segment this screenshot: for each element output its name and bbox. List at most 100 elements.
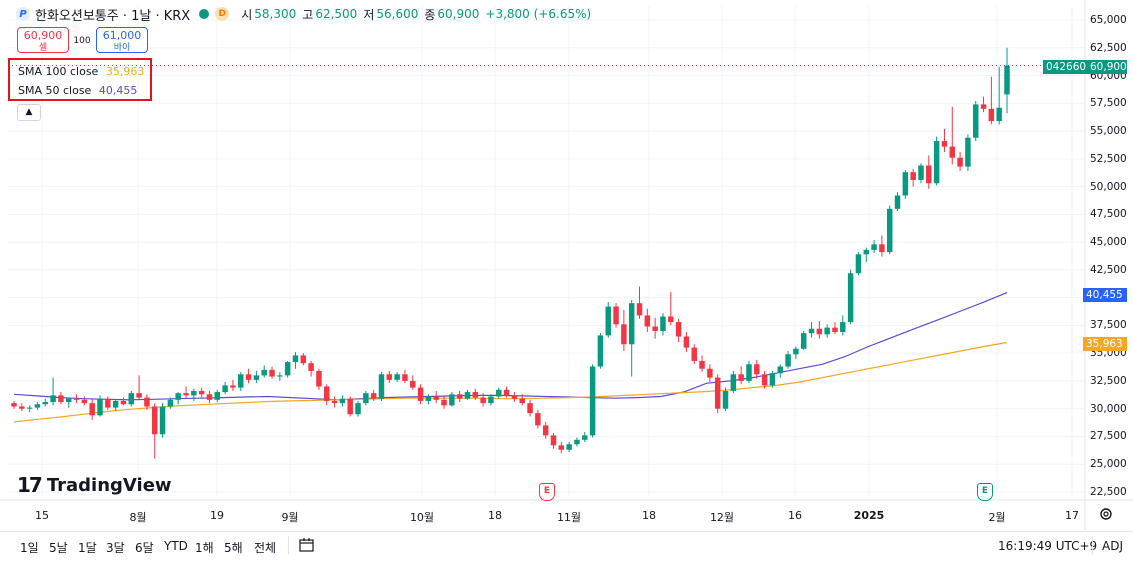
sma100-legend[interactable]: SMA 100 close 35,963 bbox=[18, 65, 144, 78]
range-3m-button[interactable]: 3달 bbox=[106, 541, 125, 555]
candle-up bbox=[97, 398, 103, 416]
candle-up bbox=[730, 374, 737, 391]
chevron-up-icon[interactable]: ▲ bbox=[17, 104, 41, 121]
gear-icon[interactable] bbox=[1099, 507, 1113, 521]
candle-down bbox=[519, 398, 525, 404]
sma100-label: SMA 100 close bbox=[18, 65, 99, 78]
candle-up bbox=[26, 407, 33, 409]
candle-down bbox=[230, 385, 236, 388]
candle-down bbox=[832, 327, 838, 333]
candle-down bbox=[714, 377, 721, 409]
candle-down bbox=[754, 364, 760, 375]
candle-up bbox=[128, 393, 135, 405]
candle-down bbox=[535, 413, 541, 426]
range-1m-button[interactable]: 1달 bbox=[78, 541, 97, 555]
time-tick-label: 11월 bbox=[556, 511, 582, 524]
candle-up bbox=[847, 273, 854, 323]
close-label: 종 bbox=[424, 7, 436, 22]
toolbar-divider bbox=[1092, 536, 1093, 554]
candle-down bbox=[503, 389, 510, 396]
candle-up bbox=[972, 104, 979, 138]
candle-down bbox=[675, 322, 682, 337]
candle-up bbox=[42, 402, 49, 405]
range-6m-button[interactable]: 6달 bbox=[135, 541, 154, 555]
range-ytd-button[interactable]: YTD bbox=[164, 539, 188, 553]
candle-up bbox=[167, 399, 174, 407]
time-tick-label: 9월 bbox=[281, 511, 299, 524]
earnings-event-marker[interactable]: E bbox=[977, 483, 993, 501]
candle-up bbox=[933, 141, 940, 184]
price-chart[interactable] bbox=[0, 0, 1133, 530]
symbol-title[interactable]: 한화오션보통주 · 1날 · KRX bbox=[35, 8, 191, 24]
range-1y-button[interactable]: 1해 bbox=[195, 541, 214, 555]
sell-button[interactable]: 60,900 셀 bbox=[17, 27, 69, 53]
candle-down bbox=[668, 316, 674, 323]
candle-down bbox=[691, 347, 697, 361]
candle-down bbox=[300, 355, 307, 364]
candle-down bbox=[683, 336, 690, 348]
candle-down bbox=[89, 403, 95, 416]
last-price-tag: 60,900 bbox=[1087, 60, 1127, 74]
indicator-legend: SMA 100 close 35,963 SMA 50 close 40,455 bbox=[8, 58, 152, 101]
candle-up bbox=[284, 362, 291, 376]
candle-down bbox=[761, 374, 768, 386]
candle-down bbox=[957, 157, 963, 167]
candle-up bbox=[339, 398, 346, 404]
candle-down bbox=[347, 398, 353, 415]
buy-button[interactable]: 61,000 바이 bbox=[96, 27, 148, 53]
candle-up bbox=[464, 392, 471, 399]
candle-up bbox=[840, 322, 846, 333]
adjust-toggle[interactable]: ADJ bbox=[1102, 539, 1123, 553]
candle-up bbox=[855, 254, 862, 274]
candle-up bbox=[824, 327, 830, 335]
earnings-event-marker[interactable]: E bbox=[539, 483, 555, 501]
candle-up bbox=[488, 396, 494, 404]
candle-down bbox=[480, 397, 486, 404]
price-tick-label: 50,000 bbox=[1090, 180, 1127, 193]
candle-down bbox=[621, 324, 627, 345]
chart-header: P 한화오션보통주 · 1날 · KRX D 시 58,300 고 62,500 저… bbox=[16, 6, 591, 24]
candle-down bbox=[542, 425, 549, 436]
time-tick-label: 19 bbox=[210, 509, 224, 522]
candle-down bbox=[699, 360, 705, 369]
range-5y-button[interactable]: 5해 bbox=[224, 541, 243, 555]
candle-down bbox=[613, 306, 619, 325]
candle-down bbox=[73, 398, 80, 400]
range-all-button[interactable]: 전체 bbox=[254, 541, 277, 555]
candle-up bbox=[800, 333, 807, 349]
candle-down bbox=[988, 108, 995, 122]
spread-value: 100 bbox=[73, 36, 91, 46]
candle-down bbox=[926, 165, 932, 184]
sma50-legend[interactable]: SMA 50 close 40,455 bbox=[18, 84, 137, 97]
candle-up bbox=[214, 392, 221, 400]
candle-up bbox=[253, 375, 260, 380]
candle-down bbox=[980, 104, 987, 109]
candle-up bbox=[808, 328, 815, 334]
toolbar-divider bbox=[288, 536, 289, 554]
candle-down bbox=[324, 386, 330, 401]
candle-up bbox=[449, 394, 455, 406]
range-5d-button[interactable]: 5날 bbox=[49, 541, 68, 555]
candle-down bbox=[527, 403, 533, 414]
clock-readout[interactable]: 16:19:49 UTC+9 bbox=[998, 539, 1098, 553]
candle-up bbox=[769, 373, 776, 386]
candle-up bbox=[238, 374, 244, 388]
candle-up bbox=[1004, 65, 1010, 95]
candle-down bbox=[152, 406, 158, 435]
candle-down bbox=[198, 390, 205, 395]
range-1d-button[interactable]: 1일 bbox=[20, 541, 39, 555]
sma50-value: 40,455 bbox=[98, 84, 138, 97]
candle-down bbox=[558, 445, 565, 450]
candle-up bbox=[996, 107, 1002, 122]
time-tick-label: 10월 bbox=[409, 511, 435, 524]
candle-up bbox=[574, 439, 580, 445]
time-tick-label: 18 bbox=[488, 509, 502, 522]
candle-down bbox=[11, 403, 17, 407]
tradingview-logo[interactable]: 17 TradingView bbox=[17, 473, 172, 497]
calendar-range-icon[interactable] bbox=[298, 536, 316, 554]
candle-up bbox=[886, 208, 893, 253]
candle-down bbox=[183, 393, 189, 396]
price-tick-label: 55,000 bbox=[1090, 125, 1127, 138]
candle-down bbox=[738, 374, 744, 381]
candle-down bbox=[245, 374, 252, 380]
